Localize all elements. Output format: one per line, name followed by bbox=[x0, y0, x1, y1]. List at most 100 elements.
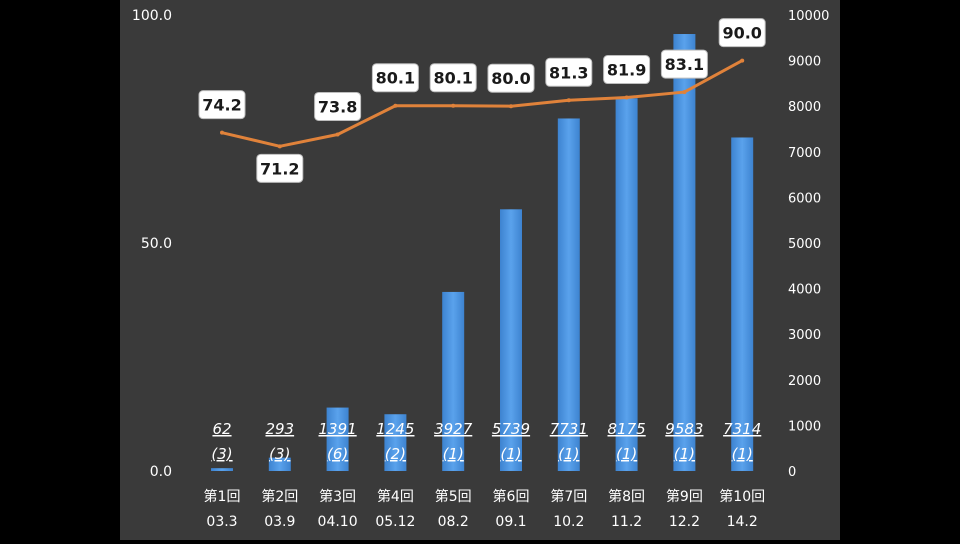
bar bbox=[211, 468, 233, 471]
right-axis-tick-label: 9000 bbox=[788, 55, 821, 70]
bar-series bbox=[211, 34, 754, 472]
line-point bbox=[277, 144, 282, 149]
right-axis-tick-label: 4000 bbox=[788, 283, 821, 298]
line-series bbox=[220, 58, 745, 149]
bar-value-label: 9583 bbox=[665, 420, 703, 438]
bar-count-label: (1) bbox=[674, 445, 695, 463]
line-label-box bbox=[545, 57, 593, 87]
line-label-box bbox=[198, 90, 246, 120]
bar-value-label: 7314 bbox=[723, 420, 761, 438]
right-axis-tick-label: 6000 bbox=[788, 191, 821, 206]
bar bbox=[500, 209, 522, 471]
x-date-label: 03.9 bbox=[264, 514, 295, 530]
line-label-box bbox=[256, 153, 304, 183]
line-label-box bbox=[429, 63, 477, 93]
left-axis-tick-label: 100.0 bbox=[132, 8, 172, 24]
x-category-label: 第2回 bbox=[261, 488, 298, 505]
line-value-label: 80.1 bbox=[433, 69, 472, 88]
bar-count-label: (1) bbox=[616, 445, 637, 463]
line-value-label: 73.8 bbox=[318, 97, 357, 116]
bar bbox=[268, 457, 291, 471]
line-point bbox=[566, 98, 571, 103]
bar bbox=[673, 34, 696, 472]
line-label-box bbox=[371, 63, 419, 93]
right-axis-tick-label: 2000 bbox=[788, 374, 821, 389]
bar-count-label: (3) bbox=[269, 445, 290, 463]
x-category-label: 第4回 bbox=[377, 488, 414, 505]
bar-count-label: (1) bbox=[443, 445, 464, 463]
line-value-label: 81.3 bbox=[549, 63, 588, 82]
bar-value-label: 7731 bbox=[550, 420, 588, 438]
right-axis-tick-label: 7000 bbox=[788, 146, 821, 161]
right-axis-tick-label: 10000 bbox=[788, 9, 829, 24]
bar-value-labels: 62 (3) 293 (3) 1391 (6) 1245 (2) 3927 (1) 5739 (1) 7… bbox=[211, 420, 761, 463]
line-point bbox=[509, 104, 513, 109]
x-category-label: 第5回 bbox=[435, 488, 472, 505]
right-axis-tick-label: 1000 bbox=[788, 419, 821, 434]
right-axis-tick-label: 0 bbox=[788, 465, 796, 480]
x-category-label: 第8回 bbox=[608, 488, 645, 505]
right-axis-tick-label: 8000 bbox=[788, 100, 821, 115]
line-point bbox=[393, 103, 398, 108]
chart-background bbox=[120, 0, 840, 540]
x-date-label: 08.2 bbox=[438, 514, 469, 530]
bar-value-label: 1245 bbox=[376, 420, 414, 438]
x-category-label: 第7回 bbox=[550, 488, 587, 505]
bar-count-label: (1) bbox=[500, 445, 521, 463]
bar-count-label: (2) bbox=[385, 445, 406, 463]
x-axis: 第1回 03.3 第2回 03.9 第3回 04.10 第4回 05.12 第5回 08.2 第6回… bbox=[204, 488, 766, 530]
bar bbox=[384, 414, 407, 471]
line-label-box bbox=[603, 55, 651, 85]
line-value-label: 74.2 bbox=[202, 96, 241, 115]
line-value-label: 71.2 bbox=[260, 159, 299, 178]
x-date-label: 10.2 bbox=[553, 514, 584, 530]
bar bbox=[557, 118, 580, 471]
x-date-label: 04.10 bbox=[318, 514, 358, 530]
x-date-label: 03.3 bbox=[206, 514, 237, 530]
x-category-label: 第10回 bbox=[719, 488, 765, 505]
x-date-label: 11.2 bbox=[611, 514, 642, 530]
x-category-label: 第6回 bbox=[493, 488, 530, 505]
x-category-label: 第1回 bbox=[204, 488, 241, 505]
bar bbox=[615, 98, 638, 471]
line-point bbox=[624, 95, 629, 100]
bar-value-label: 1391 bbox=[319, 420, 357, 438]
x-date-label: 09.1 bbox=[495, 514, 526, 530]
bar-count-label: (1) bbox=[732, 445, 753, 463]
bar bbox=[442, 291, 465, 471]
line-value-label: 90.0 bbox=[722, 24, 761, 43]
bar-value-label: 62 bbox=[212, 420, 231, 438]
bar-value-label: 3927 bbox=[434, 420, 473, 438]
line-value-label: 83.1 bbox=[665, 55, 704, 74]
line-path bbox=[221, 59, 743, 148]
x-date-label: 12.2 bbox=[669, 514, 700, 530]
bar-count-label: (6) bbox=[327, 445, 348, 463]
line-point bbox=[335, 132, 340, 137]
line-point bbox=[220, 130, 224, 135]
right-axis-tick-label: 3000 bbox=[788, 328, 821, 343]
x-date-label: 14.2 bbox=[727, 514, 758, 530]
left-axis: 0.0 50.0 100.0 bbox=[132, 8, 172, 480]
bar bbox=[326, 407, 349, 471]
line-point bbox=[682, 90, 687, 95]
line-value-label: 81.9 bbox=[607, 61, 646, 80]
bar-count-label: (1) bbox=[558, 445, 579, 463]
right-axis-tick-label: 5000 bbox=[788, 237, 821, 252]
line-label-box bbox=[718, 18, 766, 48]
bar-value-label: 8175 bbox=[608, 420, 646, 438]
bar-value-label: 293 bbox=[265, 420, 294, 438]
line-point bbox=[740, 58, 745, 63]
line-value-labels: 74.2 71.2 73.8 80.1 80.1 80.0 81.3 81.9 83.1 90.0 bbox=[198, 18, 766, 183]
left-axis-tick-label: 50.0 bbox=[141, 236, 172, 252]
x-date-label: 05.12 bbox=[375, 514, 415, 530]
line-value-label: 80.0 bbox=[491, 69, 530, 88]
line-label-box bbox=[314, 91, 362, 121]
line-value-label: 80.1 bbox=[376, 69, 415, 88]
bar bbox=[731, 137, 754, 471]
left-axis-tick-label: 0.0 bbox=[150, 464, 172, 480]
bar-count-label: (3) bbox=[211, 445, 232, 463]
x-category-label: 第3回 bbox=[319, 488, 356, 505]
line-label-box bbox=[660, 49, 708, 79]
